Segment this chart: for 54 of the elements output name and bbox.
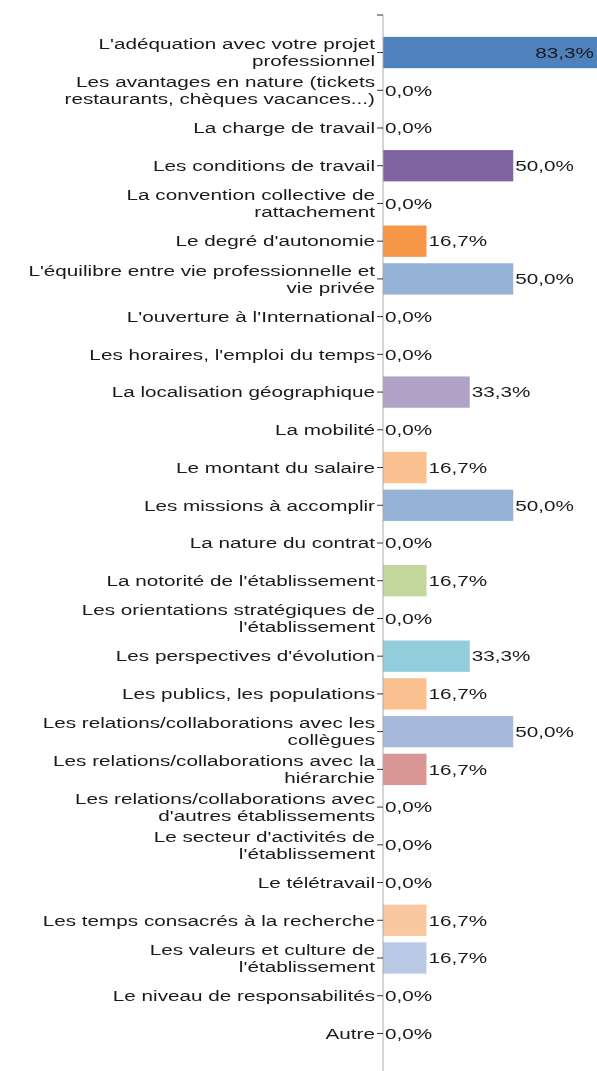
data-label: 16,7% [428, 949, 488, 967]
y-tick-label: Les missions à accomplir [143, 497, 375, 514]
y-tick-label: La notorité de l'établissement [106, 572, 375, 590]
y-tick-label: Les temps consacrés à la recherche [42, 912, 375, 929]
data-label: 50,0% [515, 157, 574, 175]
data-label: 50,0% [515, 497, 574, 514]
y-tick-label: Le montant du salaire [176, 459, 375, 477]
data-label: 16,7% [428, 572, 488, 590]
y-tick-label: Le degré d'autonomie [175, 233, 375, 250]
y-tick-label: Les avantages en nature (tickets restaurants, chèques vacances...) [64, 73, 375, 108]
data-label: 0,0% [385, 799, 433, 816]
y-tick-label: La charge de travail [193, 119, 375, 137]
y-tick-label: L'ouverture à l'International [126, 308, 375, 326]
data-label: 0,0% [385, 836, 433, 854]
y-tick-label: L'équilibre entre vie professionnelle et vie privée [28, 262, 375, 296]
y-tick-label: Les conditions de travail [153, 157, 375, 175]
data-label: 0,0% [385, 346, 433, 363]
y-tick-label: La mobilité [274, 421, 375, 439]
y-tick-label: Les relations/collaborations avec les collègues [42, 715, 375, 749]
data-label: 0,0% [385, 1025, 433, 1043]
y-tick-label: La nature du contrat [189, 534, 375, 552]
data-label: 33,3% [471, 384, 531, 401]
data-label: 0,0% [385, 308, 433, 326]
y-tick-label: Les valeurs et culture de l'établissement [149, 941, 375, 976]
data-label: 16,7% [428, 233, 488, 250]
y-tick-label: Les horaires, l'emploi du temps [89, 346, 375, 363]
data-label: 0,0% [385, 987, 433, 1005]
data-label: 16,7% [428, 685, 488, 703]
data-label: 16,7% [428, 761, 488, 778]
y-tick-label: Les orientations stratégiques de l'établissement [81, 601, 375, 636]
y-tick-label: Le niveau de responsabilités [112, 987, 375, 1005]
data-label: 0,0% [385, 874, 433, 892]
data-label: 50,0% [515, 270, 574, 288]
data-label: 33,3% [471, 648, 531, 665]
y-tick-label: Le télétravail [257, 874, 375, 892]
data-label: 0,0% [385, 610, 433, 628]
data-label: 16,7% [428, 459, 488, 477]
data-label: 16,7% [428, 912, 488, 929]
y-tick-label: L'adéquation avec votre projet professionnel [98, 36, 375, 70]
y-tick-label: La localisation géographique [111, 384, 375, 401]
y-tick-label: Les relations/collaborations avec d'autres établissements [74, 790, 375, 825]
y-tick-label: Les relations/collaborations avec la hiérarchie [53, 752, 377, 787]
y-tick-label: Le secteur d'activités de l'établissement [153, 828, 375, 862]
data-label: 83,3% [535, 44, 594, 62]
data-label: 0,0% [385, 82, 433, 99]
data-label: 0,0% [385, 534, 433, 552]
y-tick-label: Autre [325, 1025, 375, 1043]
y-tick-label: Les publics, les populations [122, 685, 375, 703]
data-label: 0,0% [385, 195, 433, 213]
y-tick-label: La convention collective de rattachement [126, 186, 375, 221]
y-tick-label: Les perspectives d'évolution [115, 648, 375, 665]
data-label: 0,0% [385, 119, 433, 137]
data-label: 0,0% [385, 421, 433, 439]
data-label: 50,0% [515, 723, 574, 741]
